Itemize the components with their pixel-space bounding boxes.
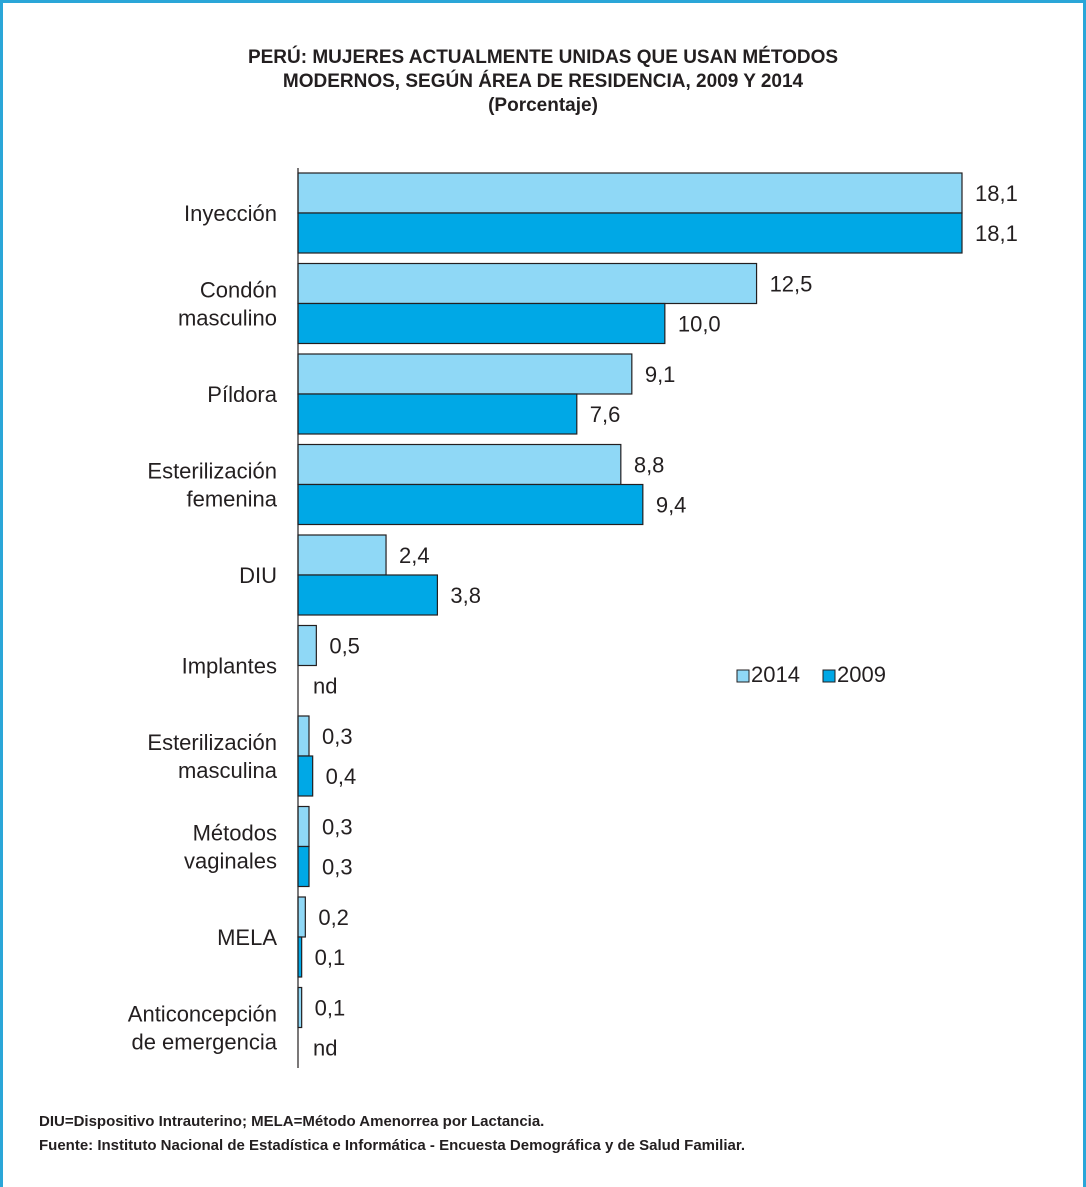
title-line-3: (Porcentaje) xyxy=(488,95,598,116)
category-label: Anticoncepción xyxy=(128,1002,277,1027)
data-label: 9,1 xyxy=(645,362,676,387)
category-label: Implantes xyxy=(182,654,277,679)
category-label: de emergencia xyxy=(131,1030,277,1055)
bar-2014 xyxy=(297,715,310,757)
abbreviations-note: DIU=Dispositivo Intrauterino; MELA=Métod… xyxy=(39,1113,545,1130)
data-label: 7,6 xyxy=(590,402,621,427)
bar-2009 xyxy=(297,574,439,616)
bar-2009 xyxy=(297,212,963,254)
legend-label: 2009 xyxy=(837,662,886,687)
data-label: 0,5 xyxy=(329,634,360,659)
legend-label: 2014 xyxy=(751,662,800,687)
bar-2014 xyxy=(297,262,758,305)
category-label: femenina xyxy=(186,487,277,512)
category-label: Esterilización xyxy=(147,459,277,484)
category-label: Métodos xyxy=(193,821,277,846)
bar-chart: Inyección 18,1 18,1 Condón masculino 12,5 10,0… xyxy=(128,168,1018,1068)
data-label: 18,1 xyxy=(975,181,1018,206)
data-label: 0,3 xyxy=(322,724,353,749)
category-label: DIU xyxy=(239,563,277,588)
data-label: 8,8 xyxy=(634,453,665,478)
category-label: Esterilización xyxy=(147,730,277,755)
bar-2014 xyxy=(297,624,317,667)
bar-2009 xyxy=(297,302,666,345)
bar-2014 xyxy=(297,896,306,938)
bar-2014 xyxy=(297,172,963,214)
legend-swatch-2014 xyxy=(736,669,750,683)
data-label: 0,4 xyxy=(326,764,357,789)
bar-2014 xyxy=(297,534,387,576)
data-label: 10,0 xyxy=(678,312,721,337)
legend-swatch-2009 xyxy=(822,669,836,683)
data-label: 0,1 xyxy=(315,996,346,1021)
footnotes: DIU=Dispositivo Intrauterino; MELA=Métod… xyxy=(39,1110,745,1158)
data-label: 0,1 xyxy=(315,945,346,970)
data-label: 9,4 xyxy=(656,493,687,518)
data-label: nd xyxy=(313,674,337,699)
data-label: 0,2 xyxy=(318,905,349,930)
bar-2009 xyxy=(297,393,578,435)
data-label: 12,5 xyxy=(770,272,813,297)
source-note: Fuente: Instituto Nacional de Estadístic… xyxy=(39,1137,746,1154)
data-label: 18,1 xyxy=(975,221,1018,246)
bar-2014 xyxy=(297,353,633,395)
chart-title: PERÚ: MUJERES ACTUALMENTE UNIDAS QUE USA… xyxy=(0,46,1086,118)
category-label: masculina xyxy=(178,758,278,783)
data-label: 3,8 xyxy=(450,583,481,608)
category-label: Condón xyxy=(200,278,277,303)
data-label: nd xyxy=(313,1036,337,1061)
bar-2009 xyxy=(297,755,314,797)
category-label: Píldora xyxy=(207,382,277,407)
data-label: 0,3 xyxy=(322,855,353,880)
category-label: vaginales xyxy=(184,849,277,874)
data-label: 2,4 xyxy=(399,543,430,568)
bar-2009 xyxy=(297,845,310,888)
bar-2014 xyxy=(297,805,310,848)
title-line-2: MODERNOS, SEGÚN ÁREA DE RESIDENCIA, 2009… xyxy=(282,71,804,92)
category-label: Inyección xyxy=(184,201,277,226)
data-label: 0,3 xyxy=(322,815,353,840)
category-label: MELA xyxy=(217,925,277,950)
bar-2014 xyxy=(297,443,622,486)
title-line-1: PERÚ: MUJERES ACTUALMENTE UNIDAS QUE USA… xyxy=(247,47,839,68)
category-label: masculino xyxy=(178,306,277,331)
bar-2009 xyxy=(297,483,644,526)
